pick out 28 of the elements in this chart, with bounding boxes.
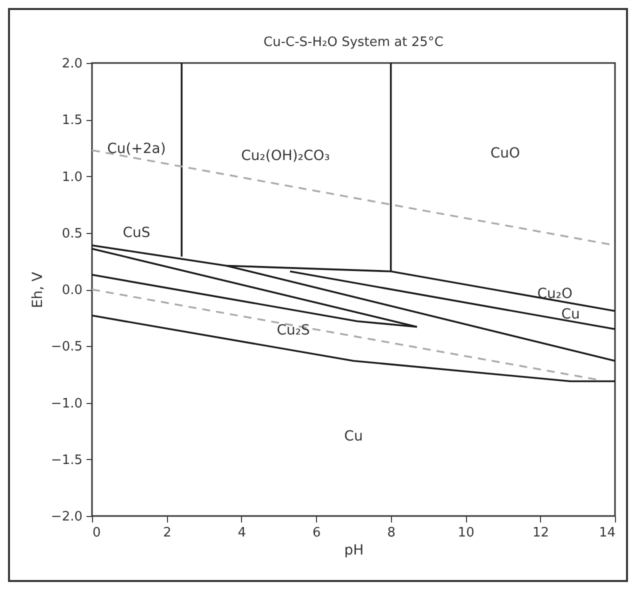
x-tick-label: 14: [598, 526, 616, 540]
annotation: Cu(+2a): [107, 141, 166, 158]
x-tick-label: 8: [387, 526, 396, 540]
annotation: Cu: [561, 306, 580, 322]
annotation: CuS: [122, 224, 150, 241]
x-tick-label: 2: [163, 526, 172, 540]
annotation: Cu₂S: [276, 322, 310, 338]
chart-title: Cu-C-S-H₂O System at 25°C: [264, 35, 444, 50]
x-axis-title: pH: [344, 542, 364, 558]
y-axis-title: Eh, V: [30, 271, 46, 308]
x-tick-label: 4: [238, 526, 246, 540]
y-tick-label: −1.0: [50, 396, 82, 412]
annotation: Cu: [344, 428, 363, 445]
x-tick-label: 0: [92, 526, 101, 540]
annotation: CuO: [490, 146, 520, 162]
x-tick-label: 6: [312, 526, 321, 540]
y-tick-label: 0.0: [62, 283, 82, 298]
y-tick-label: 2.0: [62, 56, 82, 72]
annotation: Cu₂(OH)₂CO₃: [241, 148, 330, 164]
y-tick-label: 0.5: [62, 226, 82, 242]
x-tick-label: 10: [458, 526, 474, 540]
y-tick-label: −1.5: [50, 452, 82, 468]
x-tick-label: 12: [532, 526, 550, 540]
y-tick-label: 1.5: [62, 113, 82, 128]
y-tick-label: 1.0: [62, 170, 82, 185]
annotation: Cu₂O: [537, 286, 572, 302]
y-tick-label: −0.5: [50, 340, 82, 355]
y-tick-label: −2.0: [50, 510, 82, 524]
